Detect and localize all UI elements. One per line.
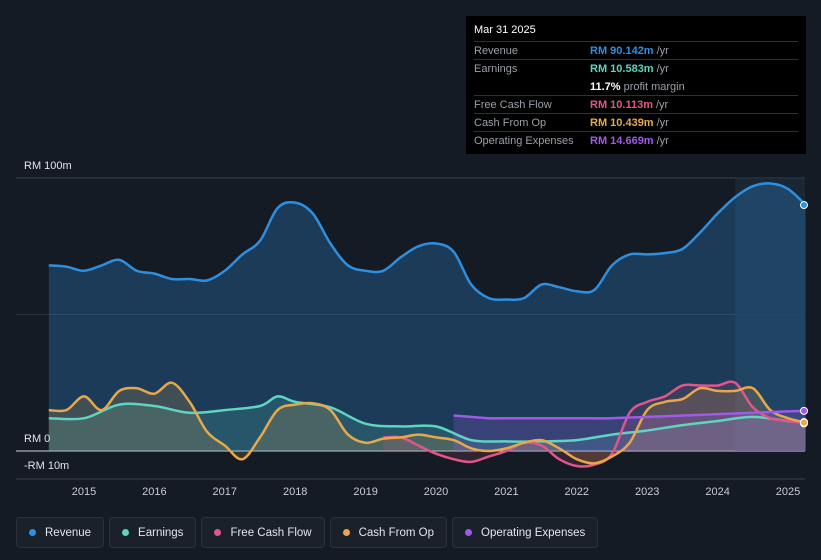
x-tick-label-2017: 2017 [213, 486, 237, 498]
x-tick-label-2021: 2021 [494, 486, 518, 498]
legend-item-operating-expenses[interactable]: Operating Expenses [452, 517, 599, 548]
tooltip-label: Earnings [474, 62, 518, 75]
gridlines [16, 177, 805, 480]
x-tick-label-2020: 2020 [424, 486, 448, 498]
profit-margin-label: profit margin [623, 80, 685, 93]
tooltip-row-revenue: Revenue RM 90.142m /yr [474, 41, 798, 59]
legend-dot-icon [465, 529, 473, 536]
free-cash-flow-line [383, 380, 806, 468]
legend-item-cash-from-op[interactable]: Cash From Op [329, 517, 448, 548]
tooltip-value: RM 10.583m [590, 62, 654, 75]
x-tick-label-2015: 2015 [72, 486, 96, 498]
tooltip-row-earnings: Earnings RM 10.583m /yr [474, 59, 798, 77]
tooltip-label: Operating Expenses [474, 134, 574, 147]
x-axis-labels: 2015 2016 2017 2018 2019 2020 2021 2022 2023 2024… [72, 486, 800, 498]
tooltip-value: RM 10.439m [590, 116, 654, 129]
legend-dot-icon [342, 529, 350, 536]
tooltip-unit: /yr [656, 116, 669, 129]
earnings-line [48, 395, 806, 443]
profit-margin-value: 11.7% [590, 80, 621, 93]
legend-label: Operating Expenses [481, 526, 586, 539]
x-tick-label-2025: 2025 [776, 486, 800, 498]
x-tick-label-2022: 2022 [565, 486, 589, 498]
y-axis-labels: RM 100m RM 0 -RM 10m [24, 160, 72, 472]
revenue-area [48, 183, 806, 451]
tooltip-label: Free Cash Flow [474, 98, 552, 111]
tooltip-value: RM 90.142m [590, 44, 654, 57]
revenue-endpoint [800, 201, 808, 210]
tooltip-date: Mar 31 2025 [474, 24, 536, 36]
y-tick-label-neg10m: -RM 10m [24, 460, 69, 472]
tooltip-row-cfo: Cash From Op RM 10.439m /yr [474, 113, 798, 131]
y-tick-label-0: RM 0 [24, 433, 50, 445]
tooltip: Mar 31 2025 Revenue RM 90.142m /yr Earni… [466, 16, 806, 154]
cash-from-op-endpoint [800, 418, 808, 427]
series-endpoints [800, 201, 808, 428]
revenue-line [48, 182, 807, 301]
tooltip-label: Cash From Op [474, 116, 547, 129]
x-tick-label-2024: 2024 [705, 486, 729, 498]
tooltip-label: Revenue [474, 44, 519, 57]
tooltip-row-opex: Operating Expenses RM 14.669m /yr [474, 131, 798, 149]
y-tick-label-100m: RM 100m [24, 160, 72, 172]
tooltip-unit: /yr [656, 62, 669, 75]
legend-label: Free Cash Flow [230, 526, 312, 539]
legend: Revenue Earnings Free Cash Flow Cash Fro… [16, 517, 599, 548]
operating-expenses-endpoint [800, 406, 808, 415]
x-tick-label-2016: 2016 [142, 486, 166, 498]
x-tick-label-2018: 2018 [283, 486, 307, 498]
legend-dot-icon [29, 529, 36, 536]
legend-label: Earnings [138, 526, 184, 539]
legend-dot-icon [122, 529, 130, 536]
x-tick-label-2019: 2019 [353, 486, 377, 498]
legend-item-earnings[interactable]: Earnings [109, 517, 197, 548]
operating-expenses-line [453, 409, 806, 420]
legend-label: Revenue [45, 526, 92, 539]
legend-item-revenue[interactable]: Revenue [16, 517, 105, 548]
x-tick-label-2023: 2023 [635, 486, 659, 498]
forecast-band [735, 178, 805, 451]
tooltip-value: RM 10.113m [590, 98, 653, 111]
cash-from-op-line [48, 381, 806, 465]
tooltip-value: RM 14.669m [590, 134, 654, 147]
tooltip-unit: /yr [656, 134, 669, 147]
legend-item-free-cash-flow[interactable]: Free Cash Flow [201, 517, 325, 548]
legend-label: Cash From Op [358, 526, 435, 539]
tooltip-row-margin: 11.7% profit margin [474, 77, 798, 95]
tooltip-unit: /yr [655, 98, 669, 111]
series-lines [48, 182, 807, 468]
legend-dot-icon [214, 529, 222, 536]
free-cash-flow-area [383, 381, 806, 467]
tooltip-unit: /yr [656, 44, 669, 57]
tooltip-row-fcf: Free Cash Flow RM 10.113m /yr [474, 95, 798, 113]
